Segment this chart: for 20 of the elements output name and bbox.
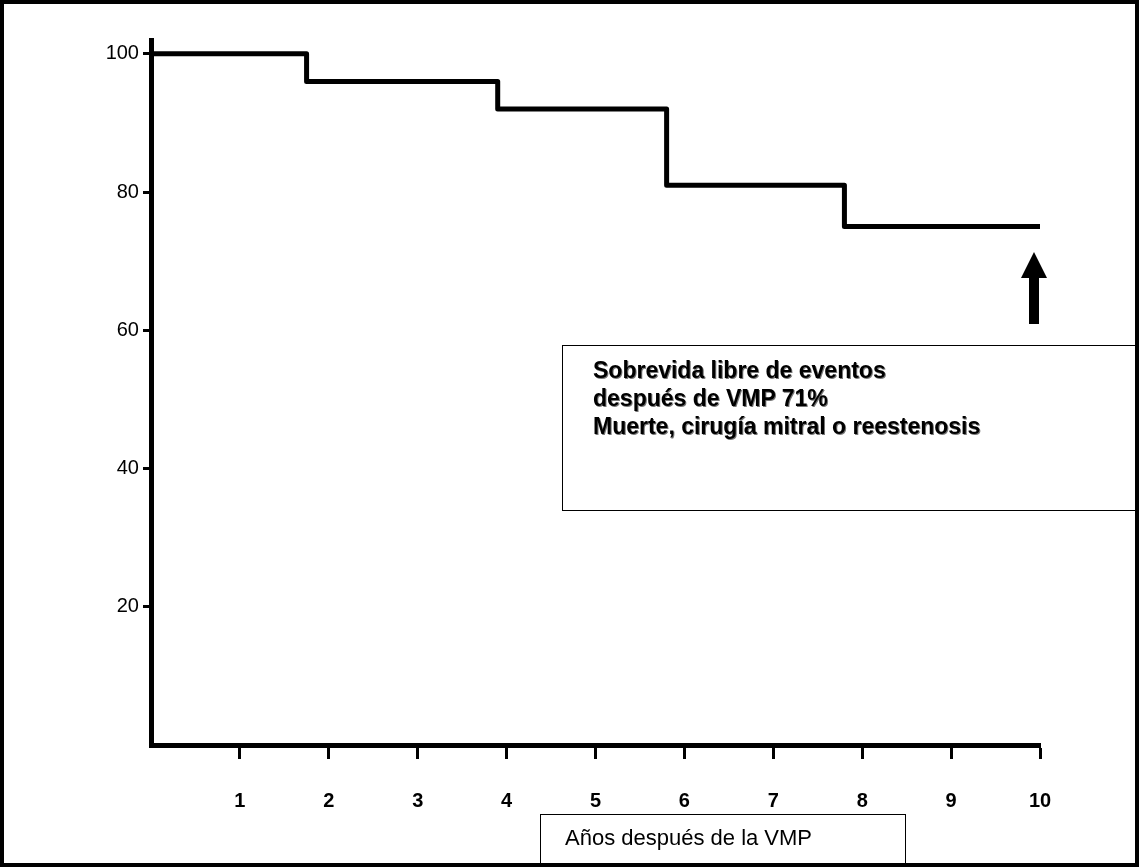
x-tick-label: 6 [678, 788, 690, 811]
x-tick-label: 7 [767, 788, 779, 811]
annotation: Sobrevida libre de eventos [593, 356, 887, 384]
x-tick-label: 10 [1028, 788, 1052, 811]
y-tick-label: 20 [116, 594, 139, 617]
annotation: después de VMP 71% [593, 384, 829, 412]
y-tick-label: 60 [116, 317, 139, 340]
x-tick-label: 9 [945, 788, 957, 811]
x-tick-label: 4 [501, 788, 514, 811]
y-tick-label: 100 [105, 41, 139, 64]
x-tick-label: 5 [589, 788, 602, 811]
text-box: Sobrevida libre de eventos después de VMP 71% Muerte, cirugía mitral o reestenosis [562, 345, 1136, 511]
x-tick-label: 1 [234, 788, 246, 811]
x-tick-label: 2 [323, 788, 335, 811]
annotation: Muerte, cirugía mitral o reestenosis [593, 412, 982, 440]
y-tick-label: 40 [116, 456, 139, 479]
x-tick-label: 3 [412, 788, 424, 811]
x-tick-label: 8 [856, 788, 868, 811]
y-tick-label: 80 [116, 179, 139, 202]
x-axis-title: Años después de la VMP [540, 814, 906, 867]
